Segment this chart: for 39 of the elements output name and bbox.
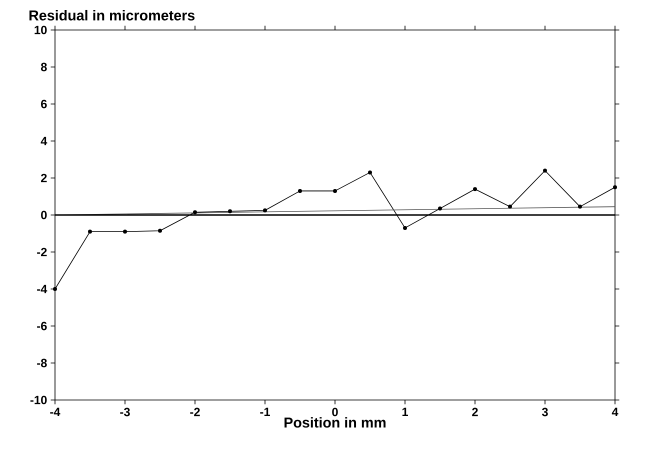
point xyxy=(613,185,617,190)
point xyxy=(88,230,92,234)
x-tick-label: 4 xyxy=(612,408,618,416)
y-tick-label: -6 xyxy=(37,322,47,330)
x-tick-label: -2 xyxy=(190,408,200,416)
x-tick-label: 1 xyxy=(402,408,408,416)
y-tick-label: 0 xyxy=(41,210,47,220)
point xyxy=(298,188,302,193)
point xyxy=(193,210,197,214)
y-tick-label: -8 xyxy=(37,358,47,368)
point xyxy=(368,170,372,174)
point xyxy=(578,204,582,209)
point xyxy=(508,204,512,209)
x-tick-label: 3 xyxy=(542,408,548,416)
point xyxy=(228,209,232,214)
point xyxy=(543,168,547,173)
point xyxy=(158,228,162,233)
x-tick-label: -4 xyxy=(50,408,60,416)
point xyxy=(123,230,127,234)
point xyxy=(333,188,337,193)
y-tick-label: -4 xyxy=(37,284,48,294)
point xyxy=(403,226,407,230)
y-tick-label: 4 xyxy=(40,136,48,146)
point xyxy=(473,187,477,192)
y-axis-title: Residual in micrometers xyxy=(29,10,195,20)
y-tick-label: -10 xyxy=(30,396,47,404)
x-tick-label: 2 xyxy=(472,408,478,416)
x-tick-label: -1 xyxy=(260,408,270,416)
y-tick-label: 2 xyxy=(41,174,47,182)
x-tick-label: -3 xyxy=(120,408,130,416)
point xyxy=(438,206,442,211)
y-tick-label: -2 xyxy=(37,248,47,256)
y-tick-label: 8 xyxy=(40,62,47,72)
y-tick-label: 6 xyxy=(41,100,47,108)
x-tick-label: 0 xyxy=(332,408,338,416)
point xyxy=(53,287,57,291)
x-axis-title: Position in mm xyxy=(284,417,386,428)
y-tick-label: 10 xyxy=(34,26,47,34)
point xyxy=(263,208,267,212)
